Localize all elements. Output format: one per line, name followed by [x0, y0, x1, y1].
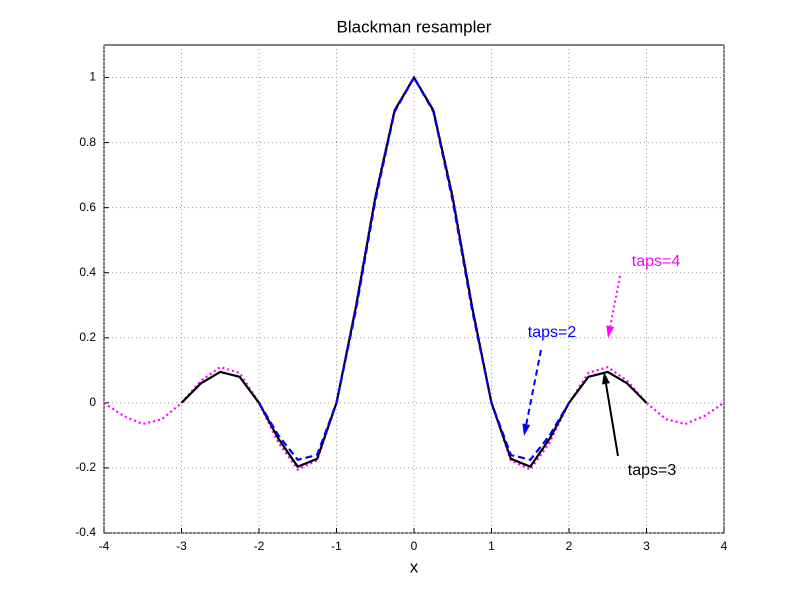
x-tick-label: -1 — [331, 539, 342, 553]
series-line — [258, 75, 570, 462]
y-tick-label: 0.8 — [79, 135, 96, 149]
annotation: taps=4 — [632, 253, 681, 270]
annotation-arrow — [604, 383, 619, 457]
chart-title: Blackman resampler — [337, 17, 492, 36]
x-tick-label: 0 — [411, 539, 418, 553]
x-tick-label: -2 — [254, 539, 265, 553]
y-tick-label: 0.6 — [79, 200, 96, 214]
annotation-arrow — [525, 349, 542, 425]
arrow-head — [602, 372, 610, 385]
y-tick-label: -0.4 — [75, 525, 96, 539]
annotation-arrow — [609, 275, 621, 327]
x-tick-label: 2 — [566, 539, 573, 553]
y-tick-label: -0.2 — [75, 460, 96, 474]
annotation: taps=2 — [528, 324, 577, 341]
x-tick-label: 4 — [721, 539, 728, 553]
x-tick-label: 3 — [643, 539, 650, 553]
arrow-head — [606, 325, 615, 338]
y-tick-label: 0 — [89, 395, 96, 409]
x-axis-label: x — [410, 557, 419, 576]
arrow-head — [522, 423, 531, 436]
x-tick-label: -4 — [99, 539, 110, 553]
x-tick-label: 1 — [488, 539, 495, 553]
x-tick-label: -3 — [176, 539, 187, 553]
y-tick-label: 0.2 — [79, 330, 96, 344]
y-tick-label: 1 — [89, 70, 96, 84]
series-line — [103, 75, 725, 471]
annotation: taps=3 — [628, 462, 677, 479]
y-tick-label: 0.4 — [79, 265, 96, 279]
